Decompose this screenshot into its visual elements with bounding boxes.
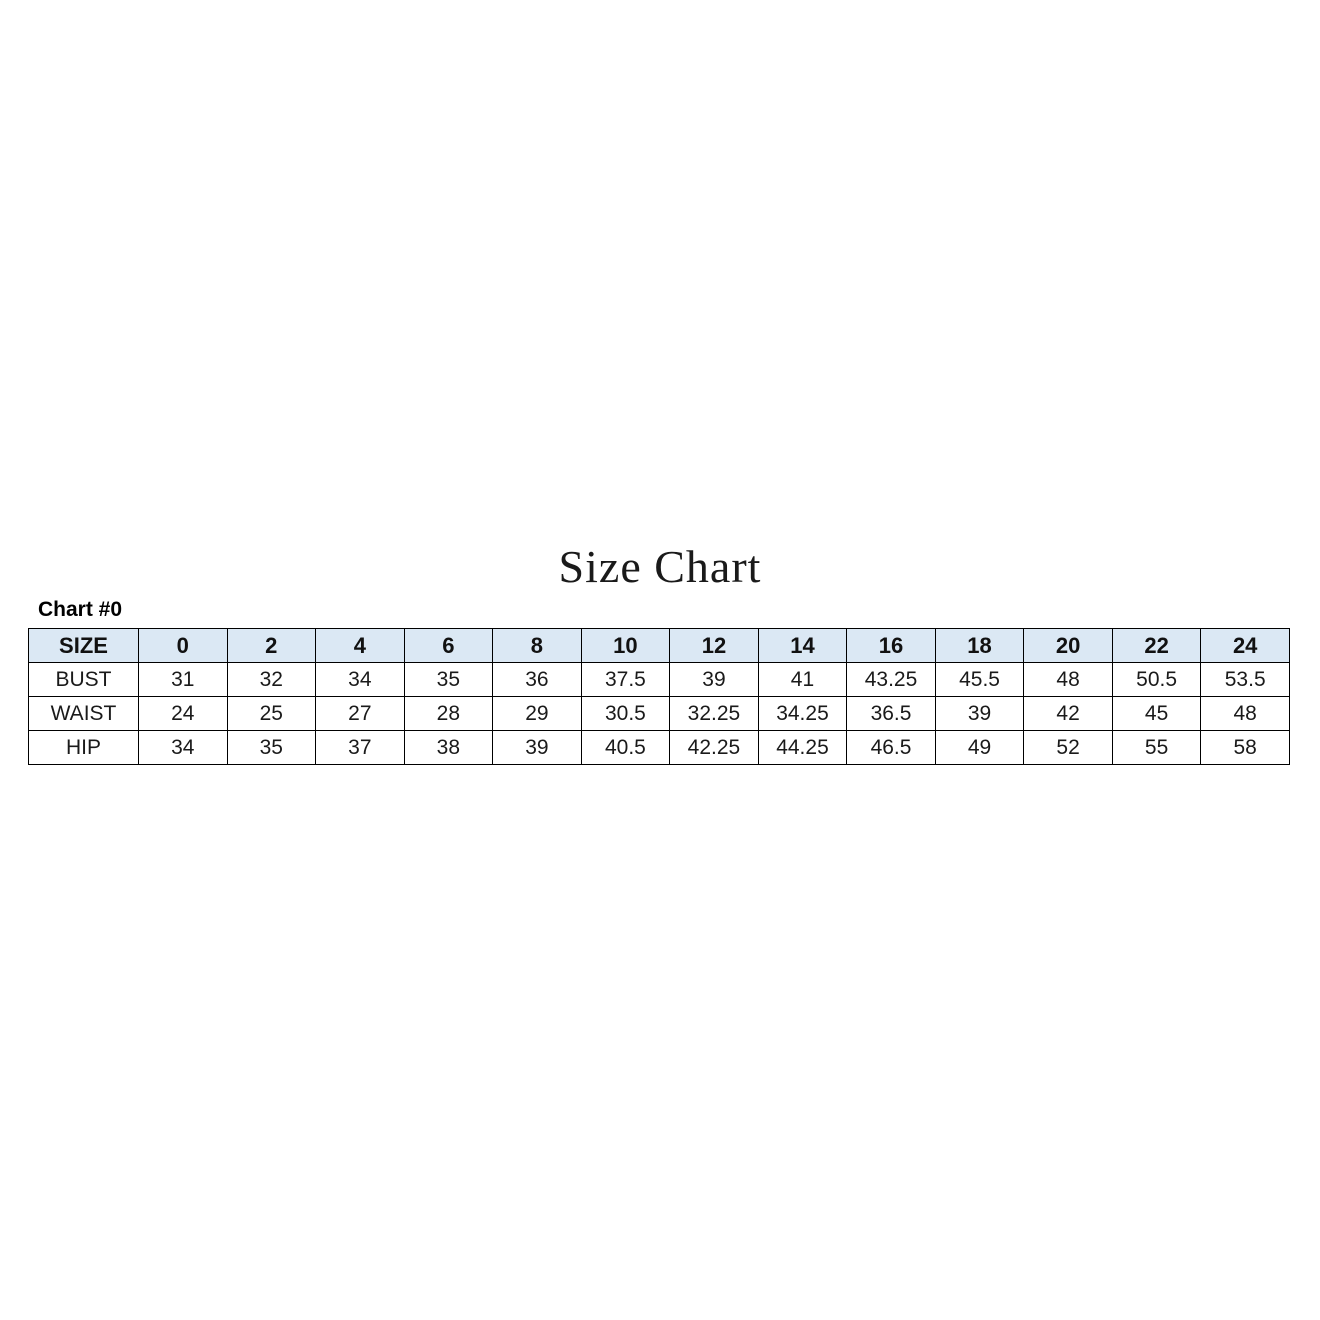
measurement-cell: 48 bbox=[1200, 696, 1290, 731]
table-row: HIP 34 35 37 38 39 40.5 42.25 44.25 46.5 49 52 55 58 bbox=[28, 730, 1290, 765]
measurement-cell: 58 bbox=[1200, 730, 1290, 765]
measurement-cell: 36 bbox=[492, 662, 582, 697]
table-body: BUST 31 32 34 35 36 37.5 39 41 43.25 45.5 48 50.5 53.… bbox=[28, 662, 1290, 765]
size-column-header: 22 bbox=[1111, 628, 1202, 663]
size-column-header: 0 bbox=[138, 628, 228, 663]
measurement-cell: 38 bbox=[403, 730, 494, 765]
measurement-cell: 45.5 bbox=[934, 662, 1025, 697]
size-column-header: 16 bbox=[846, 628, 936, 663]
measurement-cell: 41 bbox=[757, 662, 848, 697]
measurement-cell: 39 bbox=[492, 730, 582, 765]
size-column-header: 8 bbox=[492, 628, 582, 663]
size-column-header: 10 bbox=[580, 628, 671, 663]
size-column-header: 6 bbox=[403, 628, 494, 663]
size-column-header: 18 bbox=[934, 628, 1025, 663]
page-title: Size Chart bbox=[558, 541, 762, 592]
measurement-cell: 25 bbox=[226, 696, 317, 731]
measurement-cell: 52 bbox=[1023, 730, 1113, 765]
measurement-cell: 29 bbox=[492, 696, 582, 731]
measurement-cell: 32 bbox=[226, 662, 317, 697]
header-row: SIZE 0 2 4 6 8 10 12 14 16 18 20 22 24 bbox=[28, 628, 1290, 663]
size-column-header: 2 bbox=[226, 628, 317, 663]
size-header-cell: SIZE bbox=[28, 628, 139, 663]
measurement-cell: 39 bbox=[934, 696, 1025, 731]
size-column-header: 12 bbox=[669, 628, 759, 663]
measurement-cell: 35 bbox=[226, 730, 317, 765]
size-column-header: 24 bbox=[1200, 628, 1290, 663]
measurement-cell: 24 bbox=[138, 696, 228, 731]
measurement-cell: 27 bbox=[315, 696, 405, 731]
measurement-cell: 35 bbox=[403, 662, 494, 697]
measurement-cell: 42.25 bbox=[669, 730, 759, 765]
measurement-cell: 36.5 bbox=[846, 696, 936, 731]
size-chart-table: SIZE 0 2 4 6 8 10 12 14 16 18 20 22 24 BUST 31 32 34 35 36… bbox=[28, 628, 1290, 765]
size-column-header: 14 bbox=[757, 628, 848, 663]
size-column-header: 4 bbox=[315, 628, 405, 663]
measurement-cell: 48 bbox=[1023, 662, 1113, 697]
measurement-cell: 46.5 bbox=[846, 730, 936, 765]
measurement-cell: 45 bbox=[1111, 696, 1202, 731]
measurement-cell: 37 bbox=[315, 730, 405, 765]
measurement-cell: 44.25 bbox=[757, 730, 848, 765]
measurement-cell: 34.25 bbox=[757, 696, 848, 731]
measurement-cell: 55 bbox=[1111, 730, 1202, 765]
measurement-cell: 40.5 bbox=[580, 730, 671, 765]
measurement-cell: 34 bbox=[138, 730, 228, 765]
size-column-header: 20 bbox=[1023, 628, 1113, 663]
measurement-cell: 42 bbox=[1023, 696, 1113, 731]
measurement-cell: 34 bbox=[315, 662, 405, 697]
measurement-cell: 43.25 bbox=[846, 662, 936, 697]
row-label: WAIST bbox=[28, 696, 139, 731]
measurement-cell: 50.5 bbox=[1111, 662, 1202, 697]
measurement-cell: 53.5 bbox=[1200, 662, 1290, 697]
measurement-cell: 28 bbox=[403, 696, 494, 731]
measurement-cell: 31 bbox=[138, 662, 228, 697]
measurement-cell: 39 bbox=[669, 662, 759, 697]
row-label: HIP bbox=[28, 730, 139, 765]
measurement-cell: 37.5 bbox=[580, 662, 671, 697]
measurement-cell: 30.5 bbox=[580, 696, 671, 731]
chart-number-label: Chart #0 bbox=[38, 598, 123, 621]
measurement-cell: 49 bbox=[934, 730, 1025, 765]
table-row: BUST 31 32 34 35 36 37.5 39 41 43.25 45.5 48 50.5 53.… bbox=[28, 662, 1290, 697]
table-row: WAIST 24 25 27 28 29 30.5 32.25 34.25 36.5 39 42 45 4… bbox=[28, 696, 1290, 731]
measurement-cell: 32.25 bbox=[669, 696, 759, 731]
row-label: BUST bbox=[28, 662, 139, 697]
